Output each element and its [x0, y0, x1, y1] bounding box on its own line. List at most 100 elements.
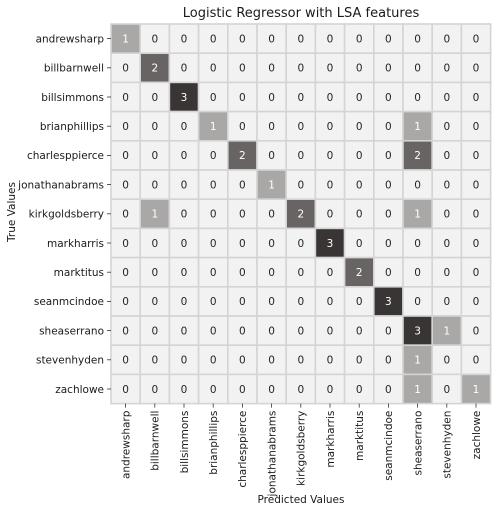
cell-value-label: 0 [151, 355, 158, 367]
cell-value-label: 0 [122, 150, 129, 162]
cell-value-label: 0 [268, 63, 275, 75]
cell-value-label: 0 [268, 325, 275, 337]
heatmap-cell [402, 344, 434, 376]
cell-value-label: 0 [473, 238, 480, 250]
cell-value-label: 0 [210, 150, 217, 162]
heatmap-cell [402, 140, 434, 171]
heatmap-cell [431, 110, 463, 142]
x-axis-label: Predicted Values [258, 494, 345, 506]
cell-value-label: 1 [414, 209, 421, 221]
heatmap-cell [139, 140, 171, 171]
heatmap-cell [168, 81, 200, 113]
cell-value-label: 0 [297, 267, 304, 279]
cell-value-label: 0 [210, 63, 217, 75]
heatmap-cell [460, 81, 492, 113]
cell-value-label: 0 [210, 355, 217, 367]
cell-value-label: 0 [473, 33, 480, 45]
cell-value-label: 0 [210, 325, 217, 337]
cell-value-label: 0 [443, 267, 450, 279]
heatmap-cell [197, 256, 229, 288]
row-tick-label: zachlowe [55, 384, 104, 396]
cell-value-label: 0 [473, 296, 480, 308]
heatmap-cell [197, 169, 229, 201]
cell-value-label: 0 [473, 92, 480, 104]
row-tick-label: marktitus [54, 267, 104, 279]
cell-value-label: 0 [297, 150, 304, 162]
cell-value-label: 0 [356, 296, 363, 308]
column-tick-label: jonathanabrams [266, 411, 278, 498]
heatmap-cell [168, 256, 200, 288]
cell-value-label: 0 [297, 325, 304, 337]
cell-value-label: 0 [151, 296, 158, 308]
row-tick-label: sheaserrano [39, 325, 104, 337]
cell-value-label: 0 [210, 296, 217, 308]
cell-value-label: 0 [239, 296, 246, 308]
row-tick-label: kirkgoldsberry [29, 209, 104, 221]
cell-value-label: 0 [327, 121, 334, 133]
cell-value-label: 0 [327, 92, 334, 104]
cell-value-label: 0 [268, 267, 275, 279]
cell-value-label: 1 [473, 384, 480, 396]
cell-value-label: 0 [122, 384, 129, 396]
cell-value-label: 0 [356, 179, 363, 191]
column-tick-label: stevenhyden [442, 411, 454, 479]
cell-value-label: 0 [239, 92, 246, 104]
cell-value-label: 0 [443, 384, 450, 396]
cell-value-label: 0 [151, 179, 158, 191]
row-tick-label: billsimmons [41, 92, 104, 104]
cell-value-label: 0 [268, 33, 275, 45]
heatmap-cell [110, 373, 142, 405]
cell-value-label: 0 [327, 384, 334, 396]
cell-value-label: 0 [414, 63, 421, 75]
cell-value-label: 0 [239, 121, 246, 133]
cell-value-label: 0 [297, 179, 304, 191]
cell-value-label: 0 [473, 179, 480, 191]
column-tick-labels: andrewsharp billbarnwell billsimmons brianp… [120, 403, 483, 498]
column-tick-label: brianphillips [208, 411, 220, 475]
cell-value-label: 0 [473, 150, 480, 162]
heatmap-cell [197, 373, 229, 405]
cell-value-label: 0 [356, 92, 363, 104]
cell-value-label: 1 [122, 33, 129, 45]
heatmap-cell [139, 198, 171, 230]
heatmap-cell [431, 52, 463, 84]
cell-value-label: 0 [268, 384, 275, 396]
cell-value-label: 0 [297, 33, 304, 45]
heatmap-cell [139, 110, 171, 142]
cell-value-label: 0 [356, 209, 363, 221]
heatmap-cell [285, 285, 317, 317]
cell-value-label: 0 [297, 63, 304, 75]
heatmap-cells: 1 0 0 0 0 0 0 0 0 0 0 0 0 0 2 0 0 0 0 0 0 0 0 0 0 0 0 0 3 0 0 0 0 0 0 0 0 0 0 0… [110, 23, 492, 405]
cell-value-label: 0 [327, 355, 334, 367]
cell-value-label: 0 [181, 296, 188, 308]
cell-value-label: 0 [443, 33, 450, 45]
cell-value-label: 0 [181, 179, 188, 191]
heatmap-cell [197, 110, 229, 142]
cell-value-label: 0 [181, 355, 188, 367]
cell-value-label: 0 [414, 179, 421, 191]
column-tick-label: billbarnwell [150, 411, 162, 471]
cell-value-label: 0 [268, 238, 275, 250]
cell-value-label: 0 [414, 92, 421, 104]
cell-value-label: 0 [327, 325, 334, 337]
heatmap-cell [372, 140, 404, 171]
cell-value-label: 0 [239, 238, 246, 250]
cell-value-label: 1 [210, 121, 217, 133]
cell-value-label: 0 [210, 209, 217, 221]
cell-value-label: 1 [414, 384, 421, 396]
cell-value-label: 0 [268, 121, 275, 133]
cell-value-label: 0 [268, 355, 275, 367]
cell-value-label: 0 [385, 384, 392, 396]
cell-value-label: 0 [181, 384, 188, 396]
row-tick-label: jonathanabrams [17, 179, 104, 191]
heatmap-cell [431, 140, 463, 171]
cell-value-label: 3 [385, 296, 392, 308]
heatmap-cell [168, 315, 200, 347]
cell-value-label: 0 [385, 121, 392, 133]
heatmap-cell [168, 140, 200, 171]
cell-value-label: 2 [414, 150, 421, 162]
cell-value-label: 0 [385, 209, 392, 221]
cell-value-label: 0 [151, 121, 158, 133]
cell-value-label: 0 [327, 179, 334, 191]
heatmap-cell [402, 81, 434, 113]
